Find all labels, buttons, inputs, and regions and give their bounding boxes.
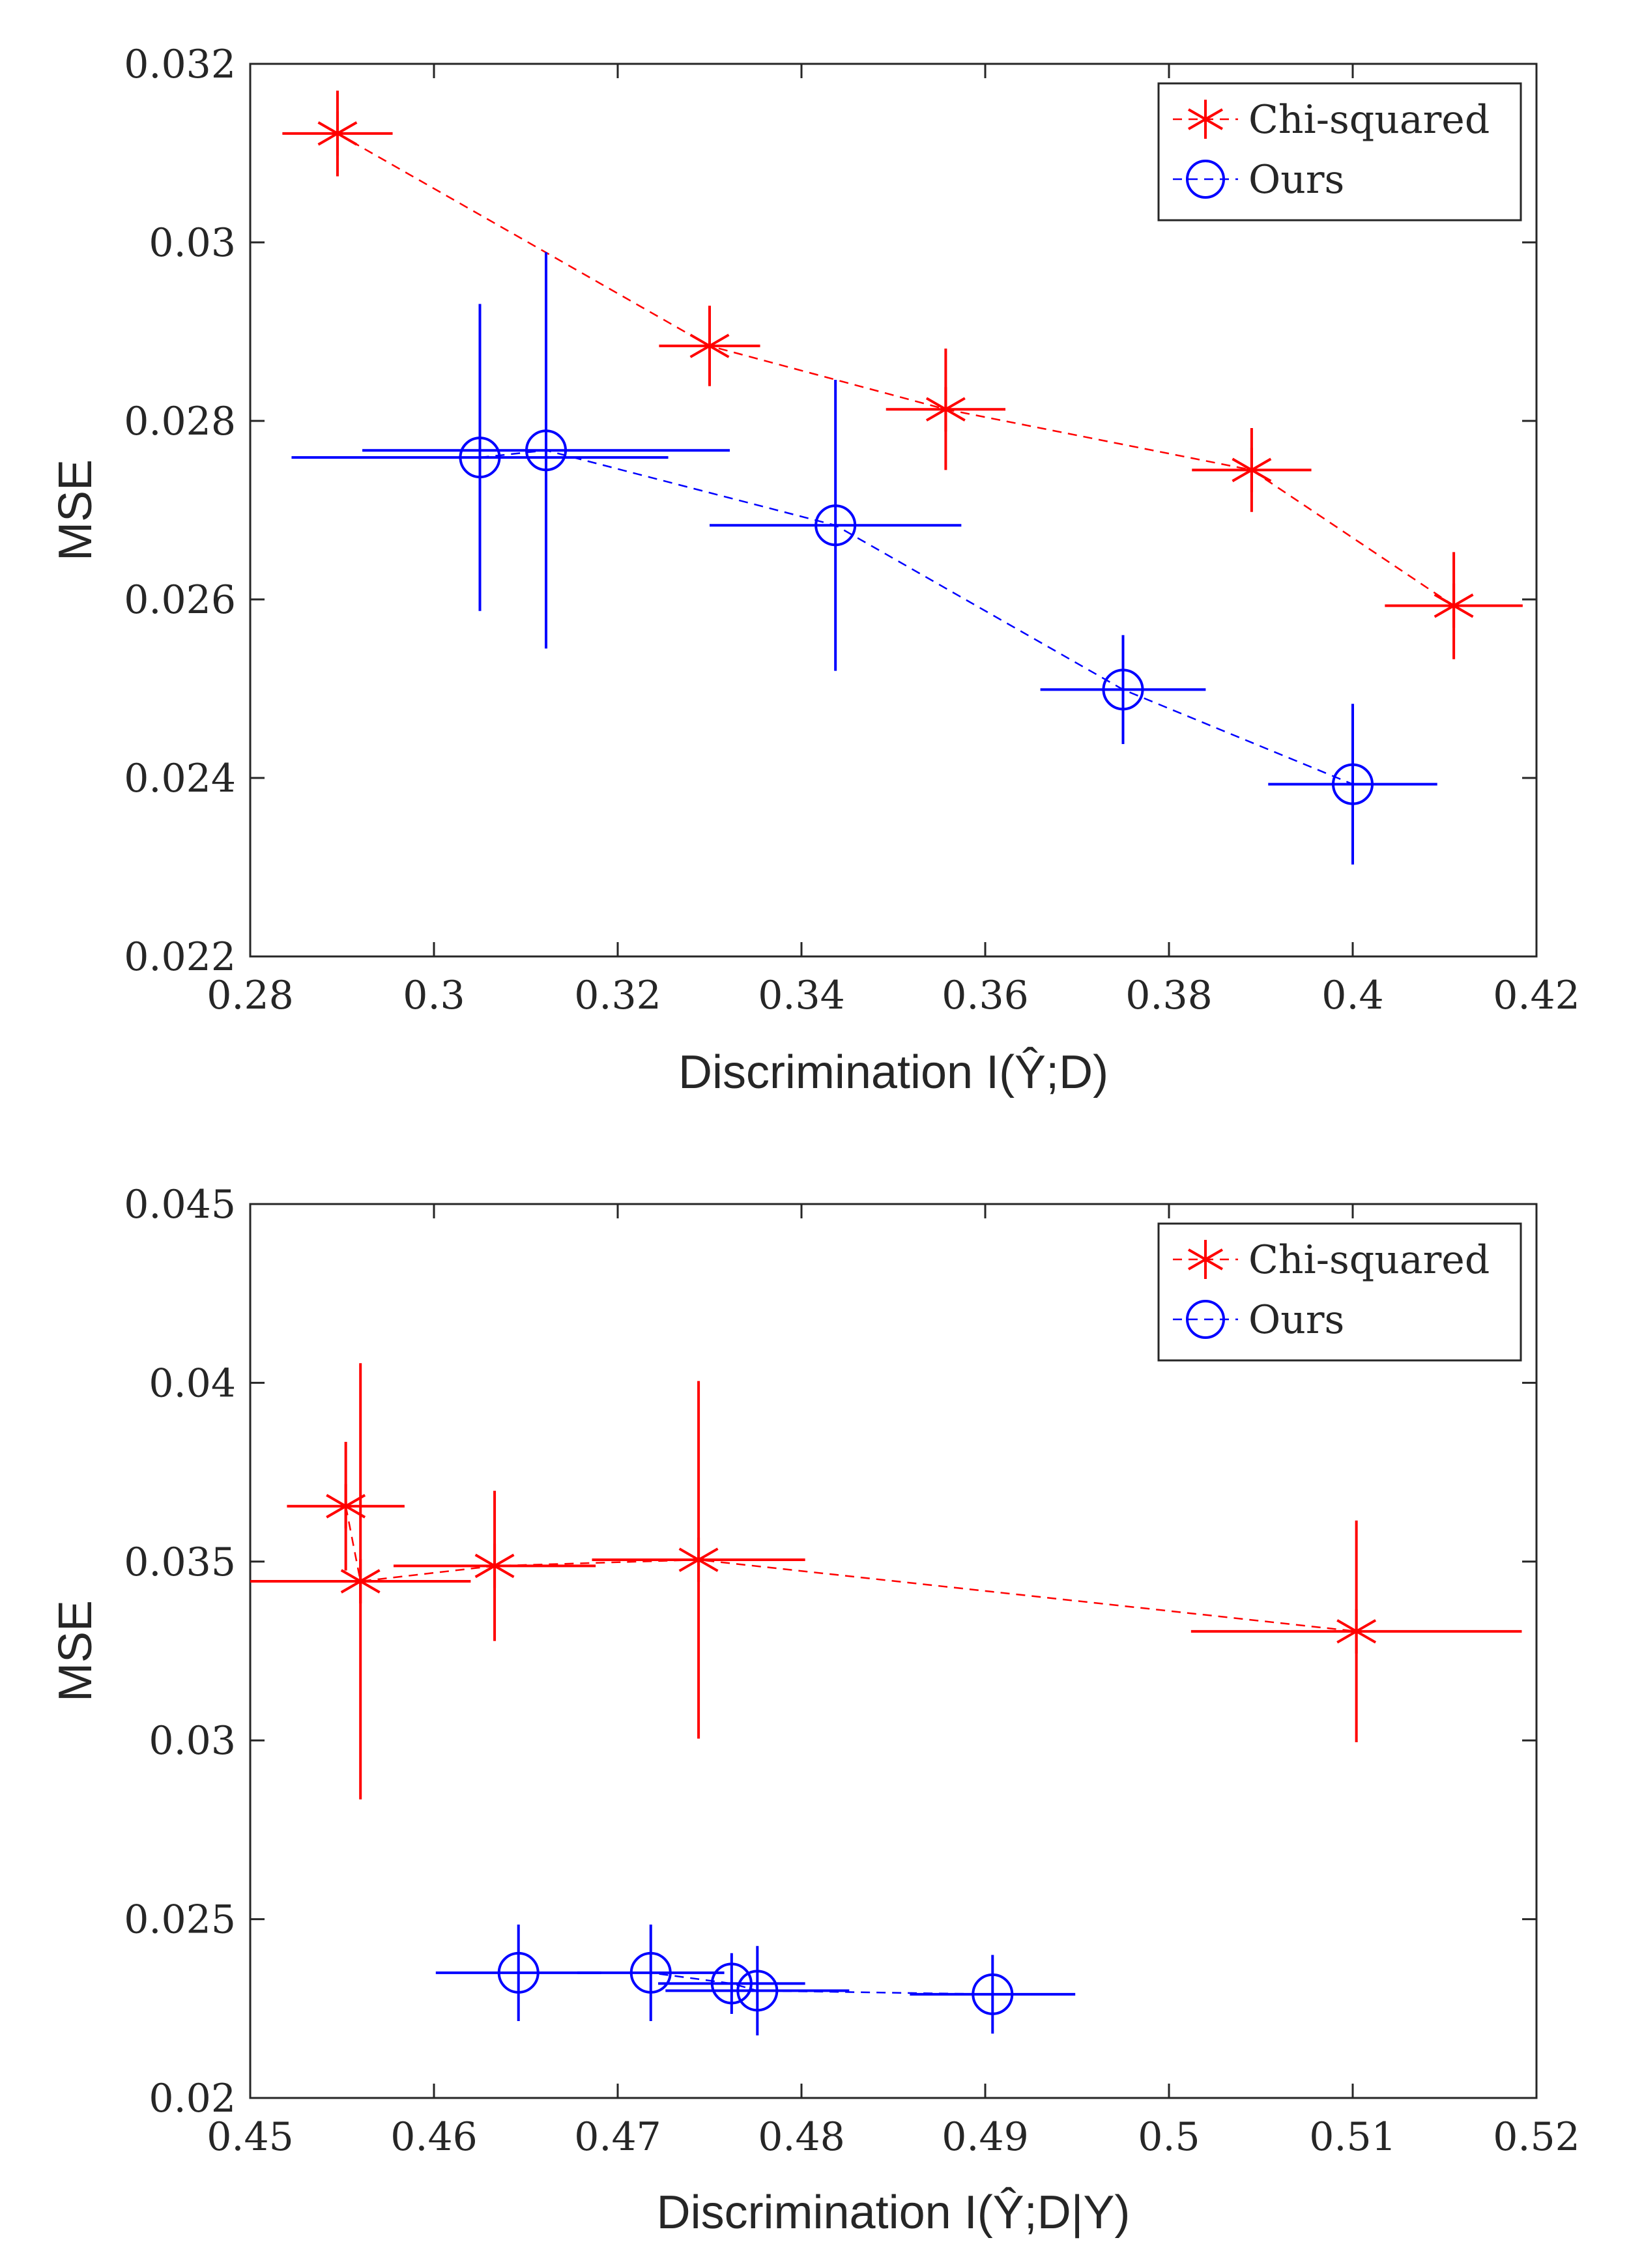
legend-box <box>1157 82 1522 222</box>
asterisk-stroke <box>1232 457 1272 483</box>
y-tick-label: 0.03 <box>149 220 236 266</box>
data-point-circle <box>814 504 857 547</box>
data-point-asterisk <box>474 1543 515 1588</box>
y-tick-label: 0.03 <box>149 1718 236 1764</box>
asterisk-stroke <box>340 1569 381 1594</box>
legend-marker-asterisk <box>1188 1240 1223 1279</box>
series-ours <box>291 252 1437 865</box>
data-point-asterisk <box>678 1538 719 1583</box>
legend-box <box>1157 1222 1522 1362</box>
data-point-asterisk <box>1434 583 1474 628</box>
x-tick-label: 0.4 <box>1321 973 1383 1018</box>
x-tick-label: 0.48 <box>758 2114 845 2160</box>
asterisk-stroke <box>925 397 966 422</box>
legend: Chi-squared Ours <box>1157 82 1522 222</box>
data-point-asterisk <box>1336 1609 1377 1654</box>
y-tick-label: 0.032 <box>124 42 236 87</box>
asterisk-stroke <box>1188 1248 1223 1270</box>
y-tick-label: 0.02 <box>149 2076 236 2121</box>
series-ours <box>435 1924 1076 2035</box>
x-tick-label: 0.28 <box>207 973 294 1018</box>
asterisk-stroke <box>689 334 730 358</box>
y-axis-label: MSE <box>50 1600 102 1702</box>
legend: Chi-squared Ours <box>1157 1222 1522 1362</box>
x-tick-label: 0.32 <box>574 973 661 1018</box>
data-point-asterisk <box>689 323 730 368</box>
data-point-circle <box>497 1951 540 1994</box>
x-tick-label: 0.49 <box>942 2114 1029 2160</box>
bottom-chart: 0.45 0.46 0.47 0.48 0.49 0.5 0.51 0.52 0.02 0.025… <box>50 1182 1580 2239</box>
y-tick-label: 0.022 <box>124 934 236 980</box>
asterisk-stroke <box>1188 108 1223 130</box>
data-point-circle <box>736 1970 779 2012</box>
series-chi-squared <box>250 1363 1522 1800</box>
asterisk-stroke <box>678 1547 719 1572</box>
data-point-circle <box>1102 668 1144 711</box>
legend-label: Chi-squared <box>1248 1237 1490 1283</box>
asterisk-stroke <box>1434 593 1474 618</box>
y-tick-label: 0.035 <box>124 1540 236 1585</box>
x-tick-label: 0.42 <box>1493 973 1580 1018</box>
x-tick-label: 0.38 <box>1125 973 1213 1018</box>
data-point-asterisk <box>317 111 358 156</box>
data-point-circle <box>972 1973 1014 2015</box>
y-axis-label: MSE <box>50 459 102 561</box>
x-tick-label: 0.3 <box>403 973 465 1018</box>
data-point-asterisk <box>326 1484 366 1529</box>
x-tick-label: 0.5 <box>1138 2114 1200 2160</box>
y-tick-label: 0.024 <box>124 756 236 801</box>
x-axis-label: Discrimination I(Ŷ;D|Y) <box>657 2187 1131 2239</box>
x-tick-label: 0.52 <box>1493 2114 1580 2160</box>
x-tick-label: 0.46 <box>390 2114 478 2160</box>
data-point-circle <box>459 437 501 479</box>
y-tick-label: 0.026 <box>124 577 236 623</box>
data-point-asterisk <box>1232 448 1272 493</box>
x-tick-label: 0.45 <box>207 2114 294 2160</box>
top-chart: 0.28 0.3 0.32 0.34 0.36 0.38 0.4 0.42 0.022 0.024… <box>50 42 1580 1098</box>
x-tick-label: 0.51 <box>1309 2114 1396 2160</box>
asterisk-stroke <box>474 1553 515 1579</box>
y-tick-label: 0.028 <box>124 399 236 444</box>
legend-label: Chi-squared <box>1248 97 1490 143</box>
asterisk-stroke <box>326 1494 366 1519</box>
x-tick-label: 0.47 <box>574 2114 661 2160</box>
y-tick-label: 0.045 <box>124 1182 236 1227</box>
series-chi-squared <box>282 91 1523 659</box>
data-point-circle <box>710 1962 753 2005</box>
y-tick-label: 0.04 <box>149 1360 236 1406</box>
data-point-circle <box>1332 763 1374 805</box>
data-point-asterisk <box>925 387 966 432</box>
x-axis-label: Discrimination I(Ŷ;D) <box>678 1046 1108 1098</box>
data-point-asterisk <box>340 1558 381 1603</box>
legend-label: Ours <box>1248 1297 1344 1343</box>
legend-marker-asterisk <box>1188 100 1223 139</box>
y-tick-label: 0.025 <box>124 1897 236 1943</box>
asterisk-stroke <box>1336 1619 1377 1644</box>
x-tick-label: 0.34 <box>758 973 845 1018</box>
x-tick-label: 0.36 <box>942 973 1029 1018</box>
legend-label: Ours <box>1248 157 1344 203</box>
data-point-circle <box>629 1951 672 1994</box>
legend-marker-circle <box>1186 1300 1225 1339</box>
legend-marker-circle <box>1186 160 1225 199</box>
asterisk-stroke <box>317 121 358 146</box>
data-point-circle <box>525 429 568 472</box>
